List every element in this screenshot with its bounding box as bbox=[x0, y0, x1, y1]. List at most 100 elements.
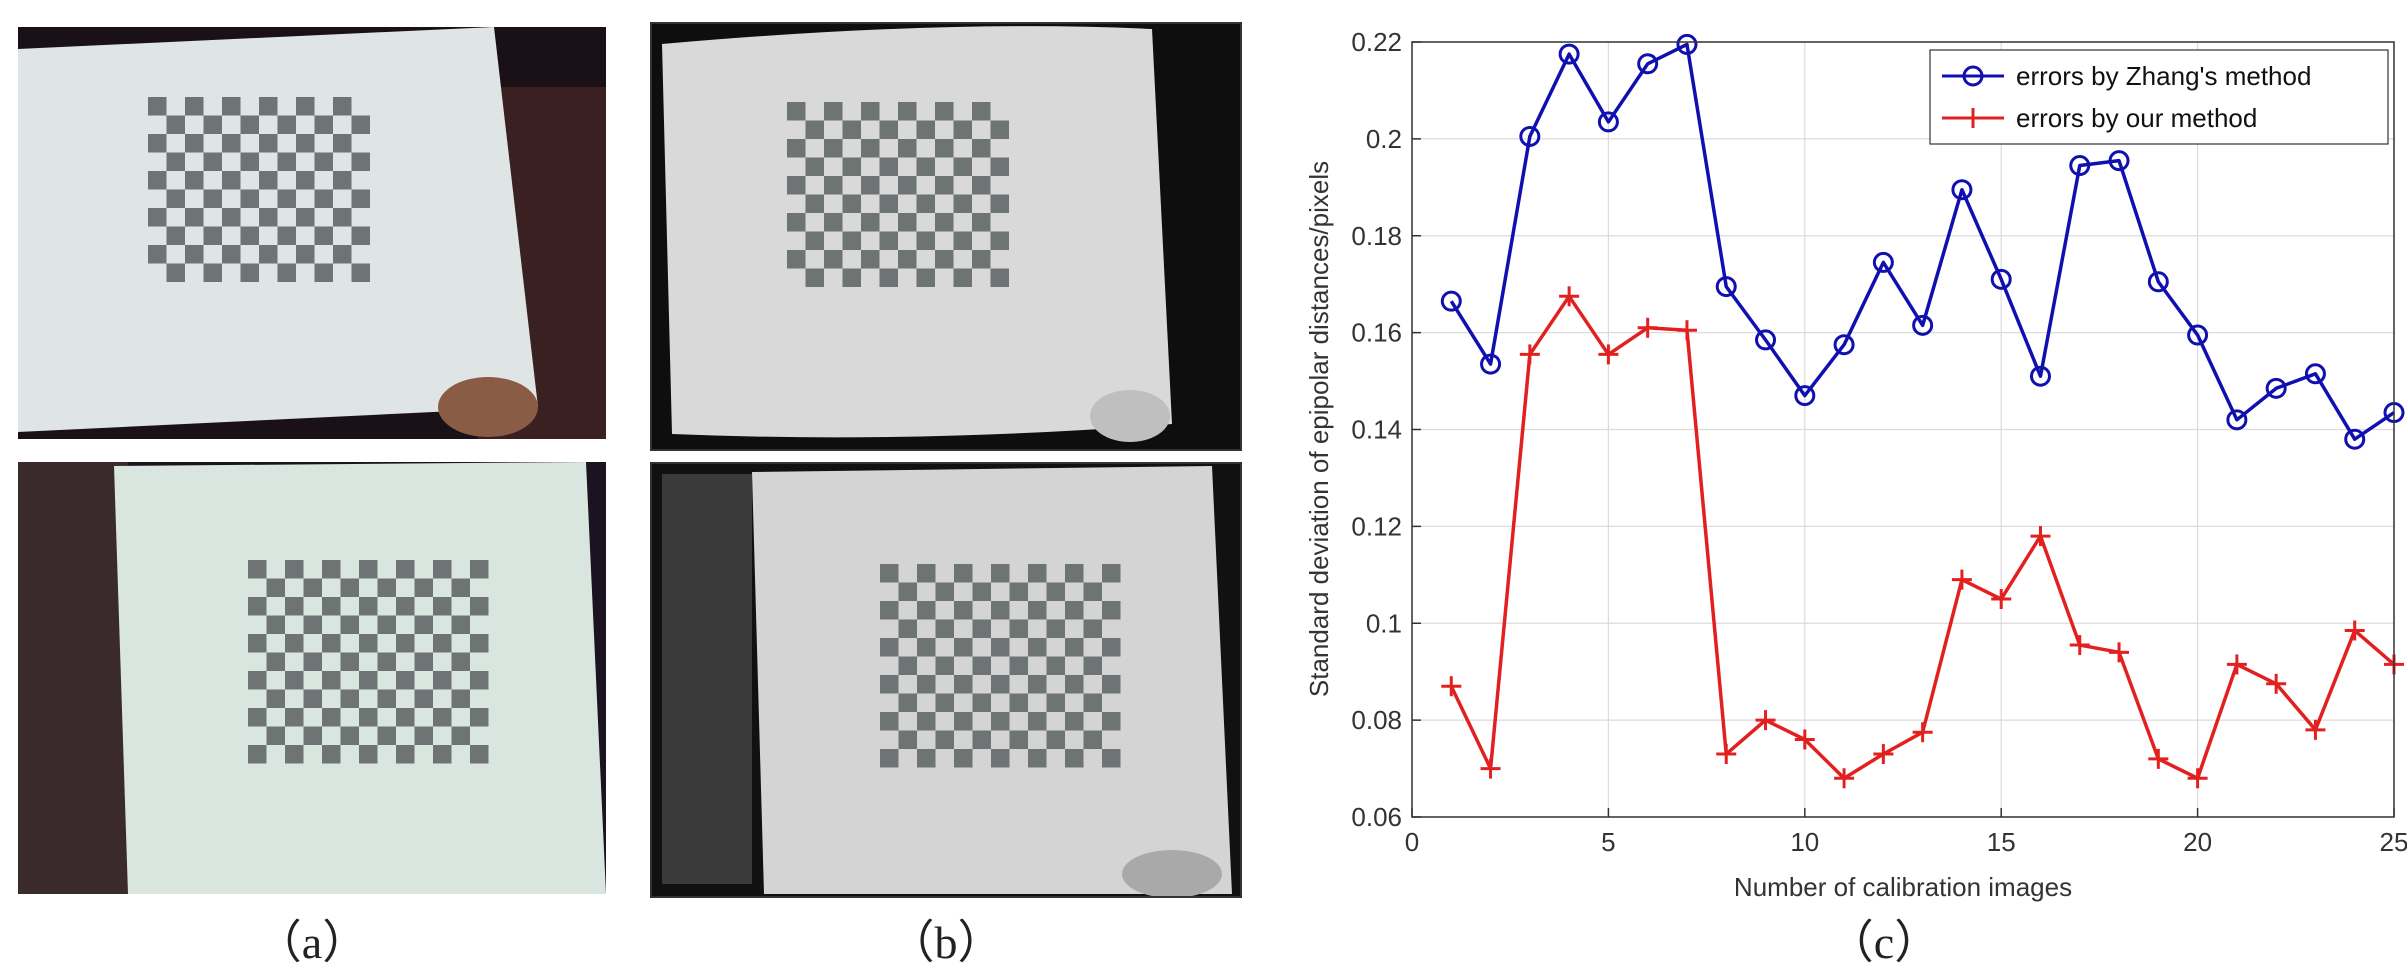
checker-square bbox=[340, 578, 359, 597]
checker-square bbox=[451, 578, 470, 597]
caption-a: （a） bbox=[255, 917, 369, 968]
data-point-ours bbox=[1559, 286, 1580, 307]
checker-square bbox=[991, 675, 1010, 694]
checker-square bbox=[935, 176, 954, 195]
checker-square bbox=[396, 708, 415, 727]
checker-square bbox=[396, 597, 415, 616]
checker-square bbox=[266, 652, 285, 671]
checker-square bbox=[351, 152, 370, 171]
checker-square bbox=[377, 652, 396, 671]
photo-a-top bbox=[18, 27, 606, 439]
data-point-ours bbox=[1951, 569, 1972, 590]
checker-square bbox=[277, 152, 296, 171]
checker-square bbox=[314, 226, 333, 245]
checker-square bbox=[1065, 749, 1084, 768]
checker-square bbox=[824, 139, 843, 158]
checker-square bbox=[917, 601, 936, 620]
checker-square bbox=[1046, 693, 1065, 712]
checker-square bbox=[1065, 638, 1084, 657]
checker-square bbox=[248, 634, 267, 653]
axis-ticks: 0 5 10 15 20 25 0.06 0.08 0.1 0.12 0.14 0.16 0.18 0.2… bbox=[1351, 27, 2407, 857]
checker-square bbox=[340, 689, 359, 708]
data-point-ours bbox=[1441, 676, 1462, 697]
checker-square bbox=[861, 139, 880, 158]
data-point-ours bbox=[2030, 526, 2051, 547]
checker-square bbox=[351, 189, 370, 208]
checker-square bbox=[842, 268, 861, 287]
checker-square bbox=[470, 597, 489, 616]
checker-square bbox=[861, 213, 880, 232]
checker-square bbox=[351, 263, 370, 282]
checker-square bbox=[1028, 564, 1047, 583]
y-tick-label: 0.08 bbox=[1351, 705, 1402, 735]
checker-square bbox=[880, 638, 899, 657]
checker-square bbox=[1065, 712, 1084, 731]
checker-square bbox=[248, 708, 267, 727]
checker-square bbox=[248, 671, 267, 690]
checker-square bbox=[954, 638, 973, 657]
checker-square bbox=[340, 615, 359, 634]
data-point-ours bbox=[2266, 673, 2287, 694]
checker-square bbox=[990, 157, 1009, 176]
checker-square bbox=[1083, 619, 1102, 638]
checker-square bbox=[259, 97, 278, 116]
checker-square bbox=[972, 102, 991, 121]
checkerboard-photo-b-top bbox=[652, 24, 1240, 449]
checker-square bbox=[259, 208, 278, 227]
checker-square bbox=[917, 564, 936, 583]
data-point-ours bbox=[2069, 635, 2090, 656]
checker-square bbox=[1009, 582, 1028, 601]
checker-square bbox=[296, 171, 315, 190]
data-point-zhang bbox=[1833, 334, 1855, 356]
checker-square bbox=[898, 619, 917, 638]
checker-square bbox=[917, 749, 936, 768]
checker-square bbox=[433, 745, 452, 764]
checker-square bbox=[285, 634, 304, 653]
checker-square bbox=[861, 176, 880, 195]
checker-square bbox=[414, 726, 433, 745]
checker-square bbox=[203, 115, 222, 134]
checker-square bbox=[322, 560, 341, 579]
legend-item-ours: errors by our method bbox=[1942, 103, 2257, 133]
checker-square bbox=[787, 250, 806, 269]
checker-square bbox=[916, 231, 935, 250]
data-point-zhang bbox=[1676, 33, 1698, 55]
checker-square bbox=[824, 213, 843, 232]
checker-square bbox=[222, 245, 241, 264]
data-point-ours bbox=[1716, 744, 1737, 765]
checker-square bbox=[451, 615, 470, 634]
data-point-zhang bbox=[1558, 43, 1580, 65]
y-tick-label: 0.2 bbox=[1366, 124, 1402, 154]
checker-square bbox=[879, 120, 898, 139]
checker-square bbox=[1102, 712, 1121, 731]
photo-b-top bbox=[650, 22, 1242, 451]
checker-square bbox=[222, 97, 241, 116]
checker-square bbox=[166, 226, 185, 245]
checker-square bbox=[166, 263, 185, 282]
data-point-zhang bbox=[1794, 385, 1816, 407]
data-point-zhang bbox=[1715, 276, 1737, 298]
checker-square bbox=[340, 726, 359, 745]
checker-square bbox=[266, 726, 285, 745]
checker-square bbox=[787, 139, 806, 158]
checker-square bbox=[898, 213, 917, 232]
checker-square bbox=[248, 597, 267, 616]
checker-square bbox=[916, 194, 935, 213]
checker-square bbox=[1065, 564, 1084, 583]
checker-square bbox=[433, 597, 452, 616]
checker-square bbox=[991, 601, 1010, 620]
data-point-ours bbox=[1598, 344, 1619, 365]
checker-square bbox=[1009, 656, 1028, 675]
checker-square bbox=[879, 231, 898, 250]
checker-square bbox=[898, 656, 917, 675]
checker-square bbox=[842, 120, 861, 139]
checker-square bbox=[916, 120, 935, 139]
y-tick-label: 0.12 bbox=[1351, 511, 1402, 541]
checker-square bbox=[1046, 730, 1065, 749]
checker-square bbox=[285, 745, 304, 764]
checker-square bbox=[240, 226, 259, 245]
checker-square bbox=[880, 601, 899, 620]
checker-square bbox=[296, 208, 315, 227]
checker-square bbox=[359, 597, 378, 616]
checker-square bbox=[1028, 712, 1047, 731]
